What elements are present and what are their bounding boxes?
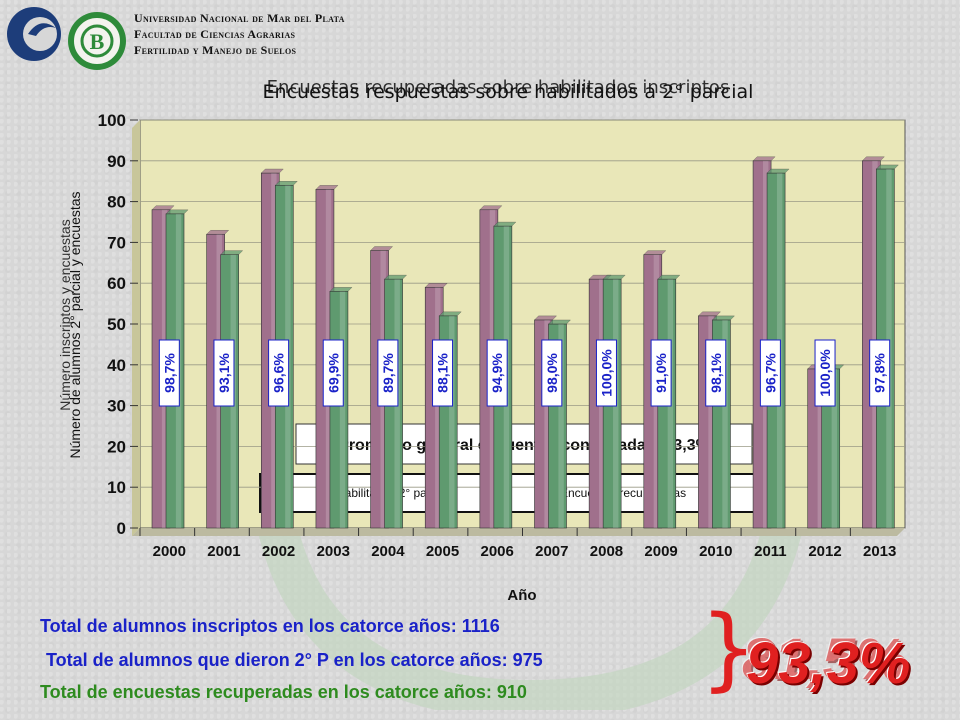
percent-label-box [869,339,891,407]
watermark-seal [250,478,810,710]
x-tick-label: 2005 [426,543,459,560]
percent-label-box [322,339,344,407]
percent-label-box [759,339,781,407]
chart-title: Encuestas respuestas sobre habilitados a… [263,81,754,103]
percent-label-box [377,339,399,407]
y-tick-label: 40 [107,356,126,375]
percent-label: 100,0% [598,349,614,397]
percent-label: 96,6% [271,353,287,393]
percent-label: 96,7% [762,353,778,393]
summary-percent-back: 81,5% [742,627,907,692]
percent-label-box [650,339,672,407]
percent-label: 98,7% [161,353,177,393]
percent-label: 89,7% [380,353,396,393]
x-tick-label: 2008 [590,543,623,560]
percent-label-box [541,339,563,407]
y-tick-label: 80 [107,193,126,212]
x-tick-label: 2009 [644,543,677,560]
y-tick-label: 100 [98,111,126,130]
chart-title-overlay: Encuestas recuperadas sobre habilitados … [267,77,730,98]
y-tick-label: 0 [117,519,126,538]
percent-label-box [705,339,727,407]
x-tick-label: 2001 [207,543,240,560]
total-inscriptos: Total de alumnos inscriptos en los cator… [40,616,500,636]
summary-percent-front: 93,3% [746,631,911,696]
x-tick-label: 2010 [699,543,732,560]
percent-label-box [814,339,836,407]
x-tick-label: 2012 [808,543,841,560]
x-tick-label: 2003 [317,543,350,560]
y-tick-label: 90 [107,152,126,171]
y-tick-label: 10 [107,478,126,497]
percent-label: 97,8% [872,353,888,393]
percent-label-box [595,339,617,407]
summary-brace: } [700,596,758,701]
percent-label-box [158,339,180,407]
percent-label: 93,1% [216,353,232,393]
institution-header: Universidad Nacional de Mar del Plata Fa… [134,10,345,58]
x-tick-label: 2011 [754,543,787,560]
percent-label-box [268,339,290,407]
x-tick-label: 2013 [863,543,896,560]
university-logo [7,7,61,61]
percent-label: 94,9% [489,353,505,393]
percent-label: 98,0% [544,353,560,393]
x-axis-label: Año [507,587,536,604]
percent-label-box [213,339,235,407]
y-tick-label: 60 [107,274,126,293]
y-tick-label: 50 [107,315,126,334]
y-tick-label: 70 [107,233,126,252]
percent-label-box [432,339,454,407]
total-dieron-parcial: Total de alumnos que dieron 2° P en los … [46,650,543,670]
percent-label: 100,0% [817,349,833,397]
y-tick-label: 20 [107,437,126,456]
percent-label: 91,0% [653,353,669,393]
x-tick-label: 2006 [480,543,513,560]
x-tick-label: 2002 [262,543,295,560]
header-line-university: Universidad Nacional de Mar del Plata [134,11,345,25]
percent-label: 69,9% [325,353,341,393]
x-tick-label: 2007 [535,543,568,560]
y-tick-label: 30 [107,397,126,416]
x-tick-label: 2004 [371,543,405,560]
chart-side-wall [132,120,140,536]
total-encuestas: Total de encuestas recuperadas en los ca… [40,682,527,702]
header-line-faculty: Facultad de Ciencias Agrarias [134,27,296,41]
x-tick-label: 2000 [153,543,186,560]
header-line-course: Fertilidad y Manejo de Suelos [134,43,297,57]
chart-floor [132,528,905,536]
y-axis-label-overlay: Número inscriptos y encuestas [57,219,73,410]
faculty-seal: B [68,12,126,70]
y-axis-label: Número de alumnos 2° parcial y encuestas [67,191,83,458]
percent-label: 88,1% [435,353,451,393]
percent-label-box [486,339,508,407]
seal-letter: B [90,29,105,54]
percent-label: 98,1% [708,353,724,393]
